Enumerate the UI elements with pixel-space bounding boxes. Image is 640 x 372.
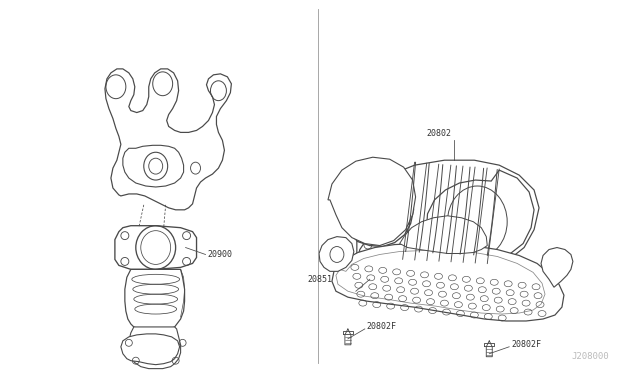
Polygon shape [319,237,354,271]
Polygon shape [332,244,564,321]
Polygon shape [357,160,539,271]
Polygon shape [105,69,232,210]
Text: J208000: J208000 [571,352,609,361]
Polygon shape [123,145,184,187]
Polygon shape [115,226,196,269]
Polygon shape [328,157,415,246]
Polygon shape [336,250,545,314]
Text: 20851: 20851 [307,275,332,284]
Polygon shape [541,247,573,287]
Text: 20900: 20900 [207,250,232,259]
Text: 20802: 20802 [426,129,452,138]
Text: 20802F: 20802F [367,323,397,331]
Polygon shape [399,216,487,253]
Polygon shape [426,170,534,264]
Text: 20802F: 20802F [511,340,541,349]
Polygon shape [340,176,413,247]
Polygon shape [129,327,180,369]
Polygon shape [121,334,180,365]
Polygon shape [125,269,184,333]
